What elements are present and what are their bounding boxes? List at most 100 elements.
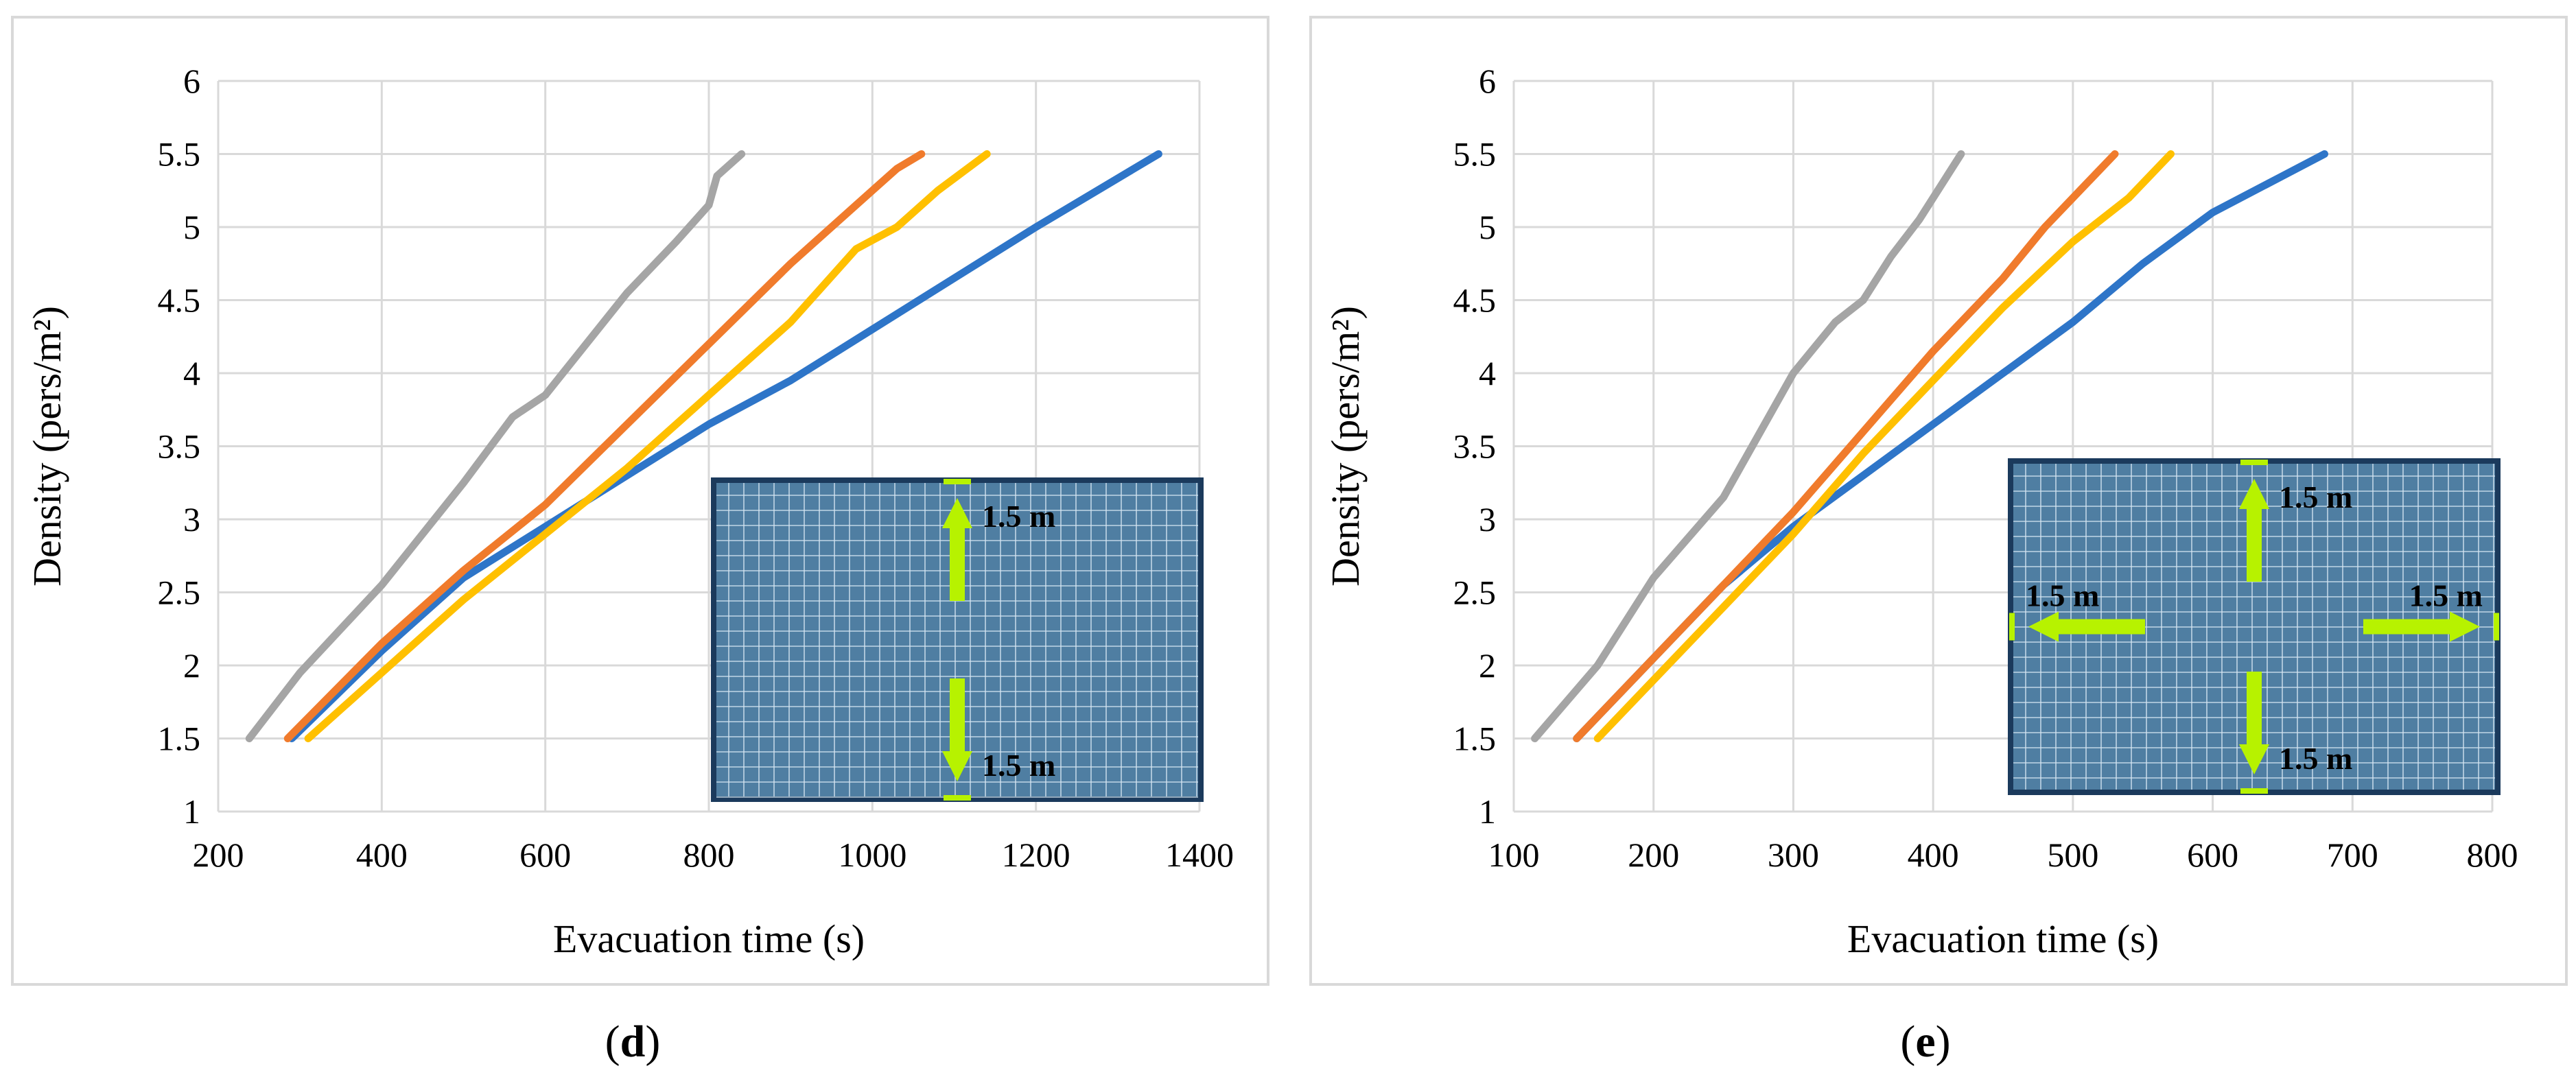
arrow-up-icon — [2239, 479, 2269, 582]
data-point-orange — [1722, 584, 1724, 586]
data-point-gray — [512, 416, 513, 418]
exit-door-top — [2240, 460, 2268, 465]
data-point-gray — [1652, 577, 1654, 579]
x-tick-label: 800 — [683, 836, 735, 874]
data-point-orange — [1576, 737, 1578, 740]
panel-label-close: ) — [1936, 1017, 1951, 1067]
room-layout-inset: 1.5 m 1.5 m — [711, 477, 1204, 802]
x-tick-label: 800 — [2467, 836, 2518, 874]
y-tick-label: 2 — [1479, 646, 1496, 685]
panel-label-letter: d — [620, 1017, 646, 1067]
data-point-blue — [2072, 321, 2074, 323]
data-point-orange — [2086, 182, 2088, 185]
panel-label-close: ) — [645, 1017, 660, 1067]
data-point-gray — [740, 153, 742, 155]
panel-label-open: ( — [1900, 1017, 1915, 1067]
exit-width-label-top: 1.5 m — [982, 499, 1055, 534]
data-point-orange — [790, 263, 792, 265]
data-point-gray — [1890, 255, 1893, 257]
y-axis-label: Density (pers/m²) — [1323, 306, 1368, 587]
data-point-yellow — [307, 737, 309, 740]
data-point-yellow — [2170, 153, 2172, 155]
arrow-down-icon — [2239, 672, 2269, 774]
y-tick-label: 4.5 — [1453, 281, 1497, 320]
data-point-yellow — [2128, 197, 2130, 199]
series-line-yellow — [1593, 150, 2175, 742]
data-point-orange — [708, 343, 710, 345]
y-tick-label: 1.5 — [1453, 720, 1497, 758]
x-tick-label: 200 — [193, 836, 244, 874]
data-point-blue — [626, 475, 628, 477]
panel-label-letter: e — [1915, 1017, 1935, 1067]
data-point-gray — [1534, 737, 1536, 740]
y-tick-label: 5.5 — [1453, 135, 1497, 174]
y-tick-label: 4 — [1479, 354, 1496, 392]
x-tick-label: 100 — [1488, 836, 1540, 874]
x-tick-label: 1000 — [838, 836, 906, 874]
exit-door-left — [2009, 613, 2015, 641]
data-point-yellow — [2072, 241, 2074, 243]
exit-width-label-bottom: 1.5 m — [982, 748, 1055, 783]
data-point-blue — [381, 650, 383, 652]
data-point-blue — [1035, 226, 1037, 228]
y-tick-label: 5 — [183, 208, 200, 246]
arrow-up-icon — [942, 498, 972, 601]
exit-width-label-top: 1.5 m — [2279, 480, 2352, 515]
data-point-yellow — [544, 533, 546, 535]
series-line-blue — [288, 150, 1162, 742]
x-tick-label: 200 — [1628, 836, 1679, 874]
y-tick-label: 1 — [1479, 792, 1496, 831]
data-point-orange — [462, 569, 465, 571]
x-tick-label: 600 — [2187, 836, 2238, 874]
panel-label: (e) — [1900, 1017, 1950, 1067]
data-point-orange — [287, 737, 289, 740]
data-point-gray — [381, 584, 383, 586]
y-tick-label: 3 — [183, 500, 200, 539]
data-point-blue — [544, 525, 546, 528]
data-point-gray — [248, 737, 250, 740]
data-point-blue — [2323, 153, 2326, 155]
data-point-yellow — [2002, 307, 2004, 309]
data-point-orange — [1862, 431, 1864, 433]
x-tick-label: 400 — [356, 836, 408, 874]
x-axis-label: Evacuation time (s) — [553, 916, 865, 961]
y-axis-label: Density (pers/m²) — [25, 306, 69, 587]
y-tick-label: 3 — [1479, 500, 1496, 539]
data-point-orange — [1652, 657, 1654, 659]
data-point-yellow — [462, 599, 465, 601]
y-tick-label: 2.5 — [1453, 573, 1497, 612]
data-point-orange — [626, 423, 628, 425]
data-point-yellow — [896, 226, 898, 228]
x-axis-label: Evacuation time (s) — [1847, 916, 2159, 961]
data-point-blue — [790, 379, 792, 381]
y-tick-label: 3.5 — [158, 427, 201, 466]
exit-door-right — [2494, 613, 2499, 641]
y-tick-label: 6 — [183, 62, 200, 100]
arrow-right-icon — [2363, 611, 2480, 642]
data-point-gray — [1722, 497, 1724, 499]
data-point-yellow — [1862, 453, 1864, 455]
data-point-orange — [2002, 277, 2004, 279]
data-point-orange — [2044, 226, 2046, 228]
data-point-orange — [1792, 511, 1794, 513]
y-tick-label: 1 — [183, 792, 200, 831]
room-layout-inset: 1.5 m 1.5 m 1.5 m 1.5 m — [2008, 458, 2501, 795]
data-point-gray — [1834, 321, 1836, 323]
data-point-orange — [920, 153, 922, 155]
y-tick-label: 4.5 — [158, 281, 201, 320]
exit-door-top — [944, 479, 971, 484]
data-point-blue — [871, 329, 874, 331]
data-point-blue — [462, 577, 465, 579]
data-point-orange — [544, 504, 546, 506]
data-point-gray — [1862, 299, 1864, 301]
data-point-blue — [1862, 475, 1864, 477]
data-point-yellow — [1932, 379, 1934, 381]
data-point-orange — [381, 643, 383, 645]
data-point-gray — [1597, 665, 1599, 666]
data-point-yellow — [1652, 679, 1654, 681]
y-tick-label: 6 — [1479, 62, 1496, 100]
data-point-yellow — [708, 394, 710, 396]
data-point-gray — [675, 241, 677, 243]
exit-width-label-bottom: 1.5 m — [2279, 741, 2352, 776]
exit-door-bottom — [944, 795, 971, 801]
